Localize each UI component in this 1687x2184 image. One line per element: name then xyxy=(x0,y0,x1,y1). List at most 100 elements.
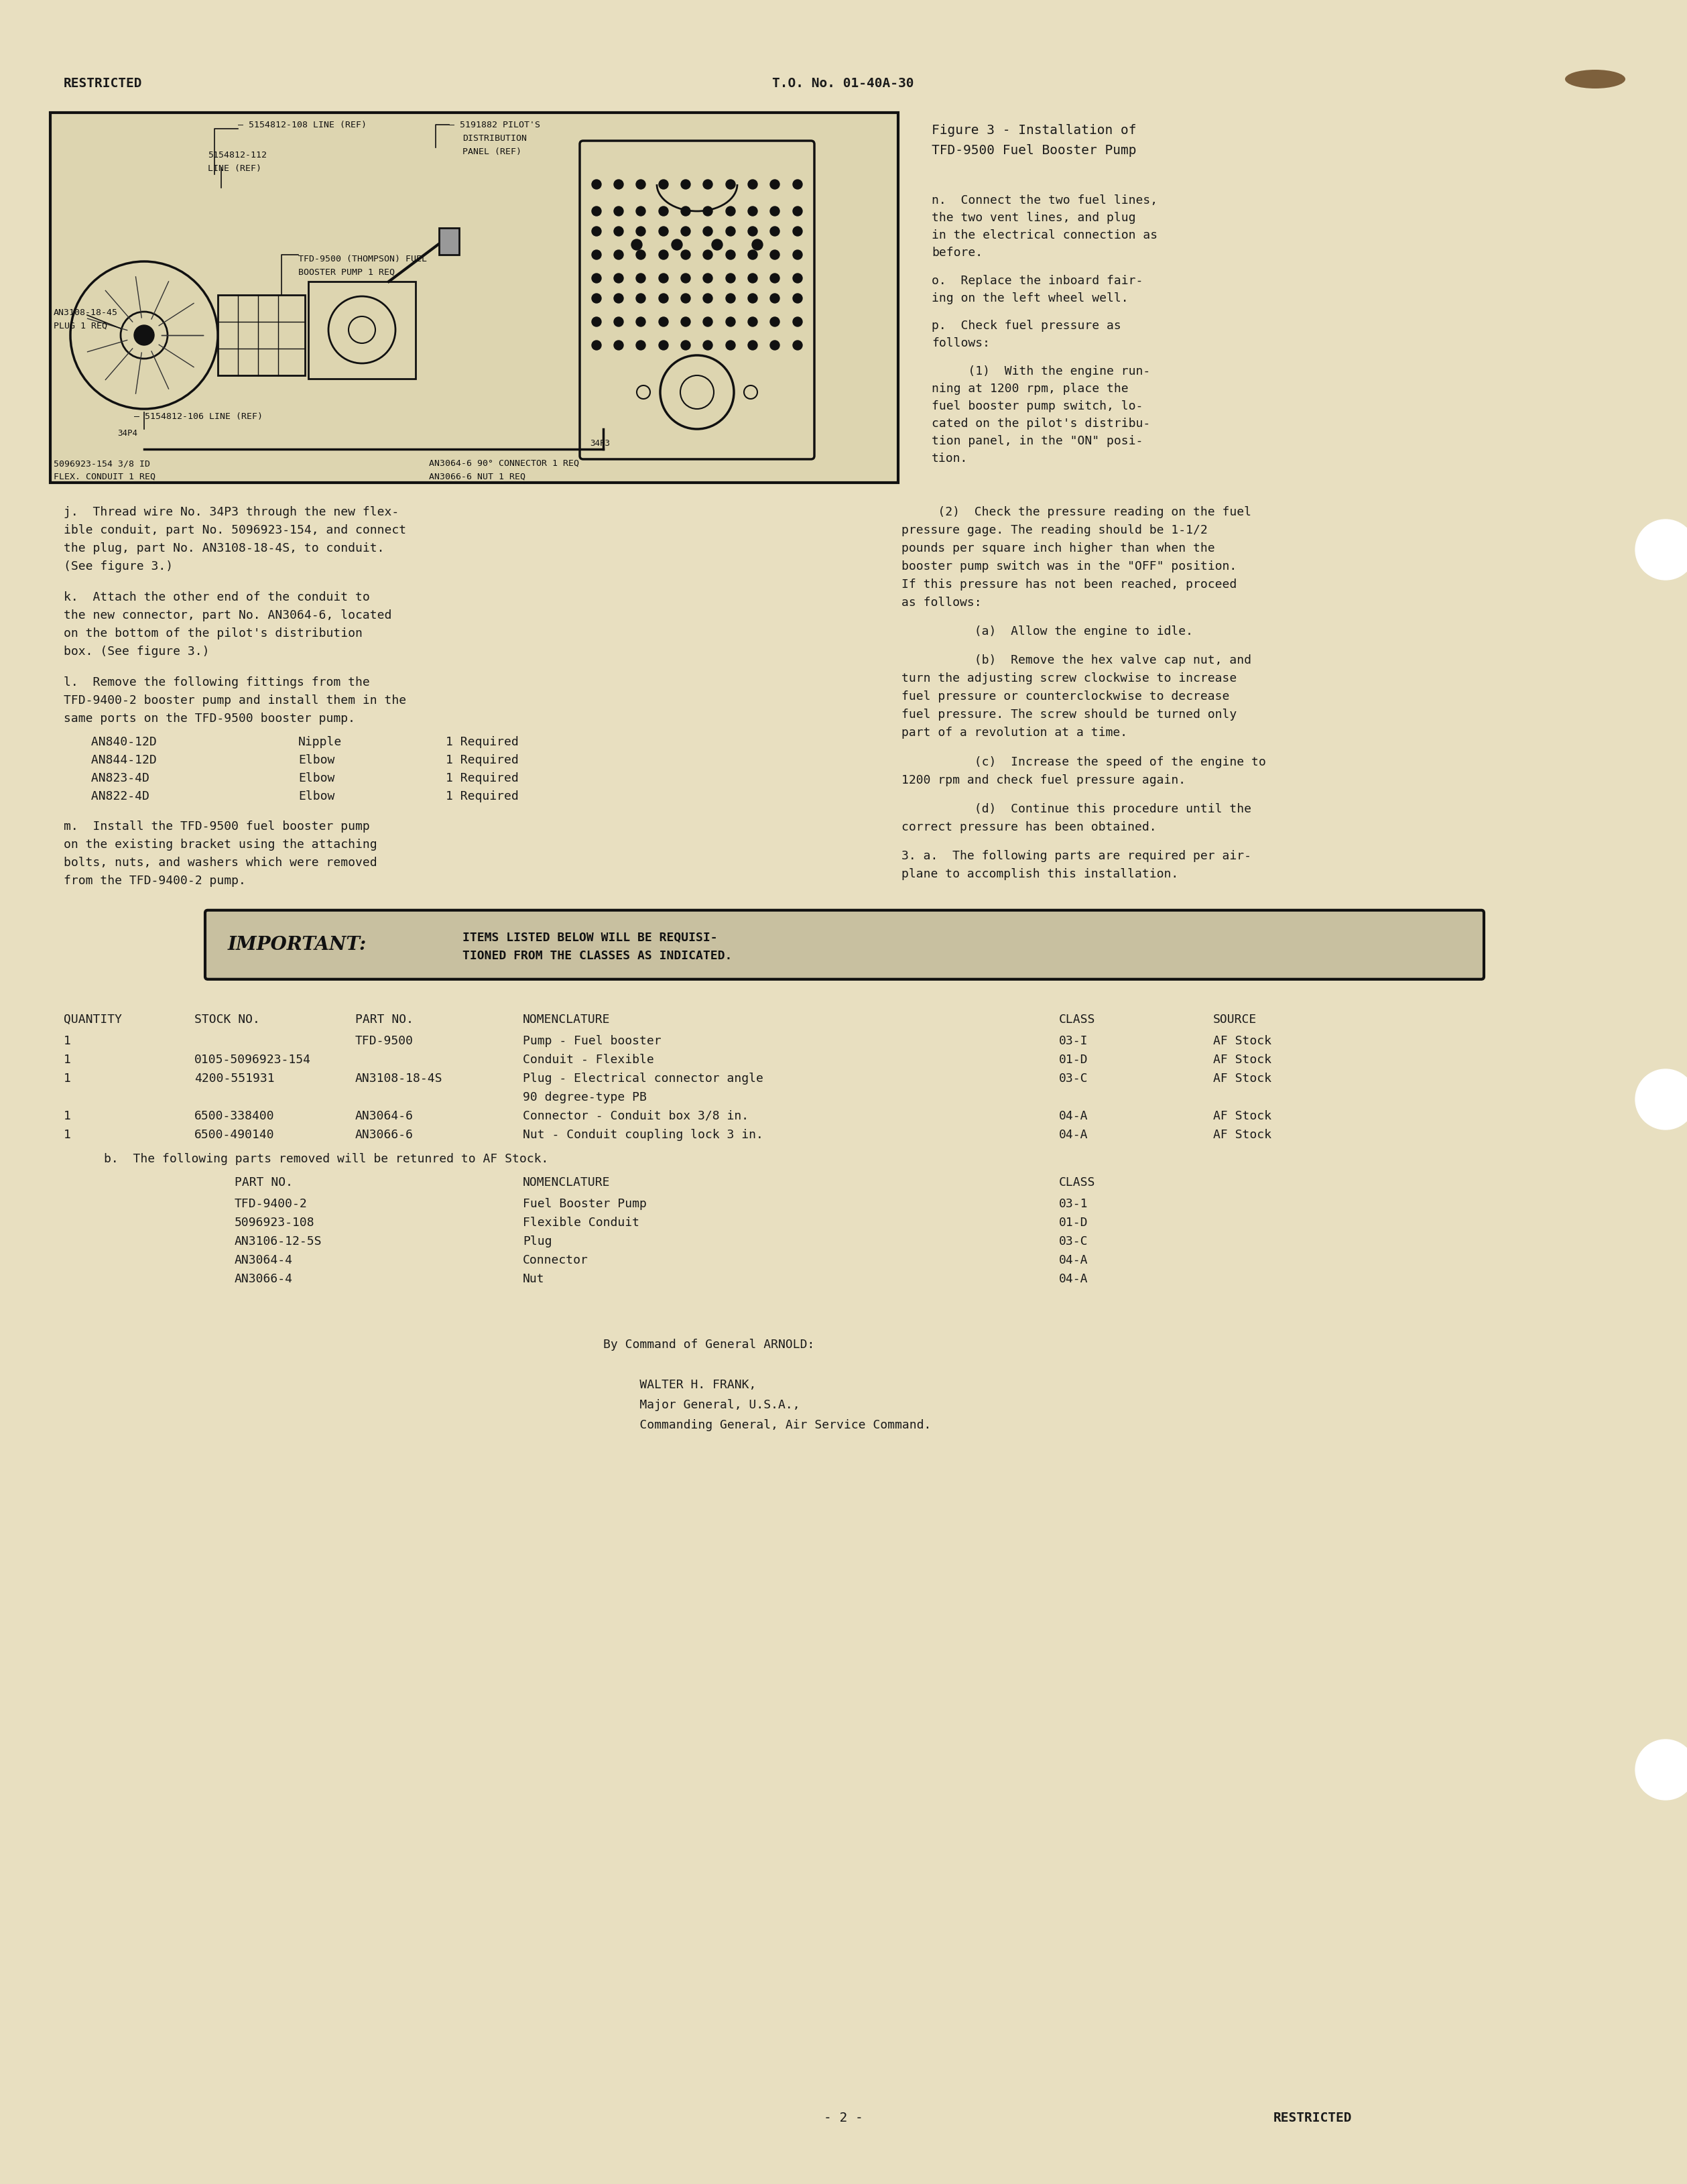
Text: from the TFD-9400-2 pump.: from the TFD-9400-2 pump. xyxy=(64,874,246,887)
Circle shape xyxy=(1635,520,1687,581)
Text: — 5154812-108 LINE (REF): — 5154812-108 LINE (REF) xyxy=(238,120,366,129)
Text: AN823-4D: AN823-4D xyxy=(84,773,150,784)
Text: AF Stock: AF Stock xyxy=(1213,1035,1272,1046)
Text: RESTRICTED: RESTRICTED xyxy=(1274,2112,1353,2125)
Text: same ports on the TFD-9500 booster pump.: same ports on the TFD-9500 booster pump. xyxy=(64,712,356,725)
Text: 04-A: 04-A xyxy=(1059,1129,1088,1140)
Text: (2)  Check the pressure reading on the fuel: (2) Check the pressure reading on the fu… xyxy=(901,507,1252,518)
Text: on the bottom of the pilot's distribution: on the bottom of the pilot's distributio… xyxy=(64,627,363,640)
Circle shape xyxy=(682,293,690,304)
Circle shape xyxy=(725,207,736,216)
Text: b.  The following parts removed will be retunred to AF Stock.: b. The following parts removed will be r… xyxy=(105,1153,548,1164)
Text: TFD-9400-2 booster pump and install them in the: TFD-9400-2 booster pump and install them… xyxy=(64,695,407,705)
Text: BOOSTER PUMP 1 REQ: BOOSTER PUMP 1 REQ xyxy=(299,269,395,277)
Circle shape xyxy=(636,179,646,190)
Text: 03-I: 03-I xyxy=(1059,1035,1088,1046)
Text: By Command of General ARNOLD:: By Command of General ARNOLD: xyxy=(604,1339,815,1350)
Circle shape xyxy=(636,293,646,304)
Text: Plug: Plug xyxy=(523,1236,552,1247)
Circle shape xyxy=(614,273,623,284)
Text: 5096923-154 3/8 ID: 5096923-154 3/8 ID xyxy=(54,459,150,467)
Text: j.  Thread wire No. 34P3 through the new flex-: j. Thread wire No. 34P3 through the new … xyxy=(64,507,398,518)
Circle shape xyxy=(725,273,736,284)
Text: 1 Required: 1 Required xyxy=(445,753,518,767)
Text: Fuel Booster Pump: Fuel Booster Pump xyxy=(523,1197,646,1210)
Circle shape xyxy=(747,179,757,190)
Text: If this pressure has not been reached, proceed: If this pressure has not been reached, p… xyxy=(901,579,1237,590)
Circle shape xyxy=(682,317,690,325)
Circle shape xyxy=(682,207,690,216)
Circle shape xyxy=(614,207,623,216)
Bar xyxy=(218,295,305,376)
Ellipse shape xyxy=(1566,70,1625,90)
Text: 03-1: 03-1 xyxy=(1059,1197,1088,1210)
FancyBboxPatch shape xyxy=(580,140,815,459)
Text: CLASS: CLASS xyxy=(1059,1177,1095,1188)
Text: (b)  Remove the hex valve cap nut, and: (b) Remove the hex valve cap nut, and xyxy=(901,655,1252,666)
Text: Pump - Fuel booster: Pump - Fuel booster xyxy=(523,1035,661,1046)
Text: 34P4: 34P4 xyxy=(118,428,137,437)
Circle shape xyxy=(614,227,623,236)
Circle shape xyxy=(592,317,601,325)
Text: 90 degree-type PB: 90 degree-type PB xyxy=(523,1092,646,1103)
Text: — 5154812-106 LINE (REF): — 5154812-106 LINE (REF) xyxy=(133,413,263,422)
Circle shape xyxy=(614,249,623,260)
Text: T.O. No. 01-40A-30: T.O. No. 01-40A-30 xyxy=(773,76,914,90)
Text: 04-A: 04-A xyxy=(1059,1109,1088,1123)
Text: AN3108-18-4S: AN3108-18-4S xyxy=(356,1072,442,1085)
Bar xyxy=(439,227,459,256)
Circle shape xyxy=(133,325,154,345)
Text: 04-A: 04-A xyxy=(1059,1273,1088,1284)
Text: 0105-5096923-154: 0105-5096923-154 xyxy=(194,1053,310,1066)
Circle shape xyxy=(747,293,757,304)
Text: STOCK NO.: STOCK NO. xyxy=(194,1013,260,1026)
Text: — 5191882 PILOT'S: — 5191882 PILOT'S xyxy=(449,120,540,129)
Text: 1: 1 xyxy=(64,1109,71,1123)
Text: FLEX. CONDUIT 1 REQ: FLEX. CONDUIT 1 REQ xyxy=(54,472,155,480)
Text: (See figure 3.): (See figure 3.) xyxy=(64,561,174,572)
Text: 04-A: 04-A xyxy=(1059,1254,1088,1267)
Text: the new connector, part No. AN3064-6, located: the new connector, part No. AN3064-6, lo… xyxy=(64,609,391,620)
Text: AF Stock: AF Stock xyxy=(1213,1129,1272,1140)
Circle shape xyxy=(682,249,690,260)
Text: Nipple: Nipple xyxy=(299,736,342,747)
Text: ible conduit, part No. 5096923-154, and connect: ible conduit, part No. 5096923-154, and … xyxy=(64,524,407,537)
Circle shape xyxy=(725,341,736,349)
Text: AN822-4D: AN822-4D xyxy=(84,791,150,802)
Text: 03-C: 03-C xyxy=(1059,1072,1088,1085)
Text: 01-D: 01-D xyxy=(1059,1053,1088,1066)
Bar xyxy=(309,282,415,378)
Circle shape xyxy=(747,341,757,349)
Circle shape xyxy=(682,273,690,284)
Text: box. (See figure 3.): box. (See figure 3.) xyxy=(64,646,209,657)
Circle shape xyxy=(793,207,803,216)
Text: DISTRIBUTION: DISTRIBUTION xyxy=(462,133,526,142)
Text: the plug, part No. AN3108-18-4S, to conduit.: the plug, part No. AN3108-18-4S, to cond… xyxy=(64,542,385,555)
Text: k.  Attach the other end of the conduit to: k. Attach the other end of the conduit t… xyxy=(64,592,369,603)
Circle shape xyxy=(592,341,601,349)
Circle shape xyxy=(592,293,601,304)
Text: 01-D: 01-D xyxy=(1059,1216,1088,1230)
Circle shape xyxy=(660,273,668,284)
Text: Elbow: Elbow xyxy=(299,773,334,784)
Text: PANEL (REF): PANEL (REF) xyxy=(462,149,521,157)
Circle shape xyxy=(793,293,803,304)
Text: ITEMS LISTED BELOW WILL BE REQUISI-: ITEMS LISTED BELOW WILL BE REQUISI- xyxy=(462,933,717,943)
Text: fuel booster pump switch, lo-: fuel booster pump switch, lo- xyxy=(931,400,1144,413)
Circle shape xyxy=(592,249,601,260)
Text: AF Stock: AF Stock xyxy=(1213,1072,1272,1085)
Circle shape xyxy=(703,341,712,349)
Text: RESTRICTED: RESTRICTED xyxy=(64,76,142,90)
Text: AN3064-6 90° CONNECTOR 1 REQ: AN3064-6 90° CONNECTOR 1 REQ xyxy=(428,459,579,467)
Circle shape xyxy=(592,207,601,216)
Circle shape xyxy=(682,179,690,190)
Text: p.  Check fuel pressure as: p. Check fuel pressure as xyxy=(931,319,1122,332)
Text: AN3066-4: AN3066-4 xyxy=(234,1273,294,1284)
Circle shape xyxy=(636,341,646,349)
Text: 1: 1 xyxy=(64,1129,71,1140)
Text: 4200-551931: 4200-551931 xyxy=(194,1072,275,1085)
Text: 1 Required: 1 Required xyxy=(445,791,518,802)
Circle shape xyxy=(769,317,779,325)
Text: booster pump switch was in the "OFF" position.: booster pump switch was in the "OFF" pos… xyxy=(901,561,1237,572)
Circle shape xyxy=(769,293,779,304)
